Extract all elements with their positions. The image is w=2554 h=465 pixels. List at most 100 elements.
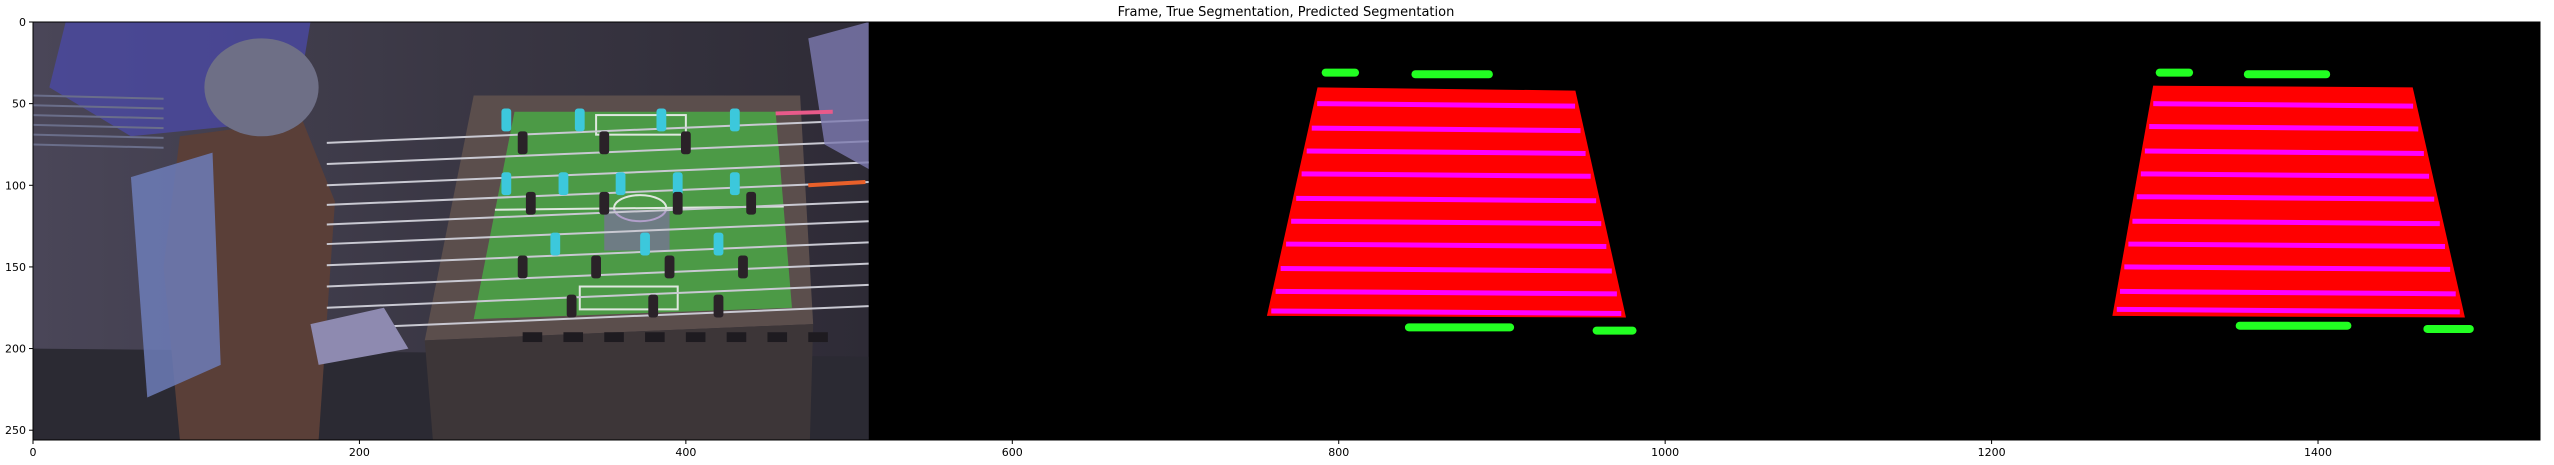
- player-7-3: [713, 294, 724, 318]
- shelf-line-3: [33, 114, 164, 120]
- rod-stripe-9: [2119, 288, 2456, 297]
- player-1-1: [501, 108, 512, 132]
- true-segmentation-panel: [1266, 68, 1637, 335]
- handle-8: [808, 332, 828, 343]
- y-tick-label-250: 250: [5, 424, 26, 437]
- rod-stripe-4: [1301, 171, 1591, 179]
- player-7-1: [566, 294, 577, 318]
- shelf-line-2: [33, 104, 164, 110]
- pink-handle: [775, 109, 833, 116]
- shelf-line-6: [33, 143, 164, 149]
- rod-stripe-2: [2149, 124, 2419, 132]
- rod-stripe-9: [1275, 288, 1617, 297]
- rod-stripe-8: [2124, 264, 2451, 272]
- player-2-2: [599, 131, 610, 155]
- shelf-line-1: [33, 94, 164, 100]
- player-6-4: [738, 255, 748, 279]
- handle-7: [767, 332, 788, 343]
- shelf-line-5: [33, 133, 164, 139]
- rod-6: [326, 220, 869, 246]
- player-6-2: [591, 255, 601, 279]
- right-player-arm: [808, 22, 869, 169]
- player-2-1: [517, 131, 528, 155]
- rod-stripe-4: [2140, 171, 2430, 179]
- x-tick-label-1200: 1200: [1978, 446, 2006, 459]
- person-arm: [130, 152, 221, 398]
- y-axis: 0 50 100 150 200 250: [5, 16, 33, 437]
- rod-stripe-1: [1317, 101, 1576, 109]
- rod-stripe-7: [2128, 241, 2446, 250]
- rod-2: [326, 140, 869, 166]
- x-tick-label-200: 200: [349, 446, 370, 459]
- frame-panel: [33, 22, 869, 440]
- player-7-2: [648, 294, 659, 318]
- handle-6: [726, 332, 747, 343]
- shelf-line-4: [33, 123, 164, 130]
- rod-stripe-5: [1296, 195, 1597, 204]
- player-5-3: [713, 232, 724, 256]
- x-tick-label-800: 800: [1328, 446, 1349, 459]
- goal-box-top: [595, 114, 687, 136]
- rod-stripe-10: [2116, 306, 2460, 315]
- field-region: [2112, 85, 2465, 318]
- player-5-2: [640, 232, 650, 256]
- x-tick-label-1400: 1400: [2304, 446, 2332, 459]
- rod-stripe-3: [2144, 148, 2424, 156]
- player-3-1: [501, 172, 512, 196]
- handle-4: [645, 332, 665, 343]
- rod-stripe-7: [1286, 241, 1607, 250]
- x-tick-label-1000: 1000: [1651, 446, 1679, 459]
- table-front: [424, 324, 814, 440]
- handle-3: [604, 332, 624, 343]
- field-region: [1266, 87, 1626, 318]
- rod-1: [326, 118, 869, 144]
- rod-stripe-8: [1280, 266, 1612, 274]
- player-1-3: [656, 108, 667, 132]
- player-1-2: [574, 108, 585, 132]
- y-tick-label-150: 150: [5, 261, 26, 274]
- rod-3: [326, 161, 869, 187]
- rod-stripe-3: [1306, 148, 1586, 156]
- player-4-2: [599, 191, 610, 215]
- orange-handle: [808, 180, 866, 188]
- y-tick-label-200: 200: [5, 343, 26, 356]
- rod-stripe-5: [2136, 194, 2435, 202]
- chart-title: Frame, True Segmentation, Predicted Segm…: [1118, 5, 1455, 20]
- rod-stripe-10: [1271, 308, 1622, 316]
- rod-stripe-6: [2132, 218, 2440, 227]
- rod-stripe-1: [2153, 101, 2414, 109]
- rod-10: [326, 305, 869, 330]
- y-tick-label-0: 0: [19, 16, 26, 29]
- axes-frame: [32, 21, 2541, 441]
- predicted-segmentation-panel: [2112, 68, 2474, 333]
- player-4-3: [672, 191, 683, 215]
- rod-stripe-6: [1291, 218, 1602, 227]
- handle-2: [563, 332, 584, 343]
- player-3-5: [729, 172, 740, 196]
- x-axis: 0 200 400 600 800 1000 1200 1400: [30, 440, 2332, 459]
- rod-4: [326, 181, 869, 206]
- axes: [33, 22, 2540, 440]
- x-tick-label-400: 400: [675, 446, 696, 459]
- player-1-4: [729, 108, 740, 132]
- rod-9: [326, 283, 869, 309]
- y-tick-label-100: 100: [5, 179, 26, 192]
- handle-5: [685, 332, 706, 343]
- rod-stripe-2: [1311, 125, 1581, 134]
- left-player-hand: [310, 307, 409, 365]
- x-tick-label-0: 0: [30, 446, 37, 459]
- player-3-2: [558, 172, 569, 196]
- player-3-4: [672, 172, 683, 196]
- player-5-1: [550, 232, 561, 256]
- player-6-1: [517, 255, 528, 279]
- person-head: [204, 38, 319, 137]
- rod-5: [326, 200, 869, 226]
- rod-7: [326, 241, 869, 267]
- player-2-3: [680, 131, 691, 155]
- handle-1: [522, 332, 543, 343]
- player-4-4: [746, 191, 757, 215]
- player-3-3: [615, 172, 626, 196]
- y-tick-label-50: 50: [12, 98, 26, 111]
- player-6-3: [664, 255, 675, 279]
